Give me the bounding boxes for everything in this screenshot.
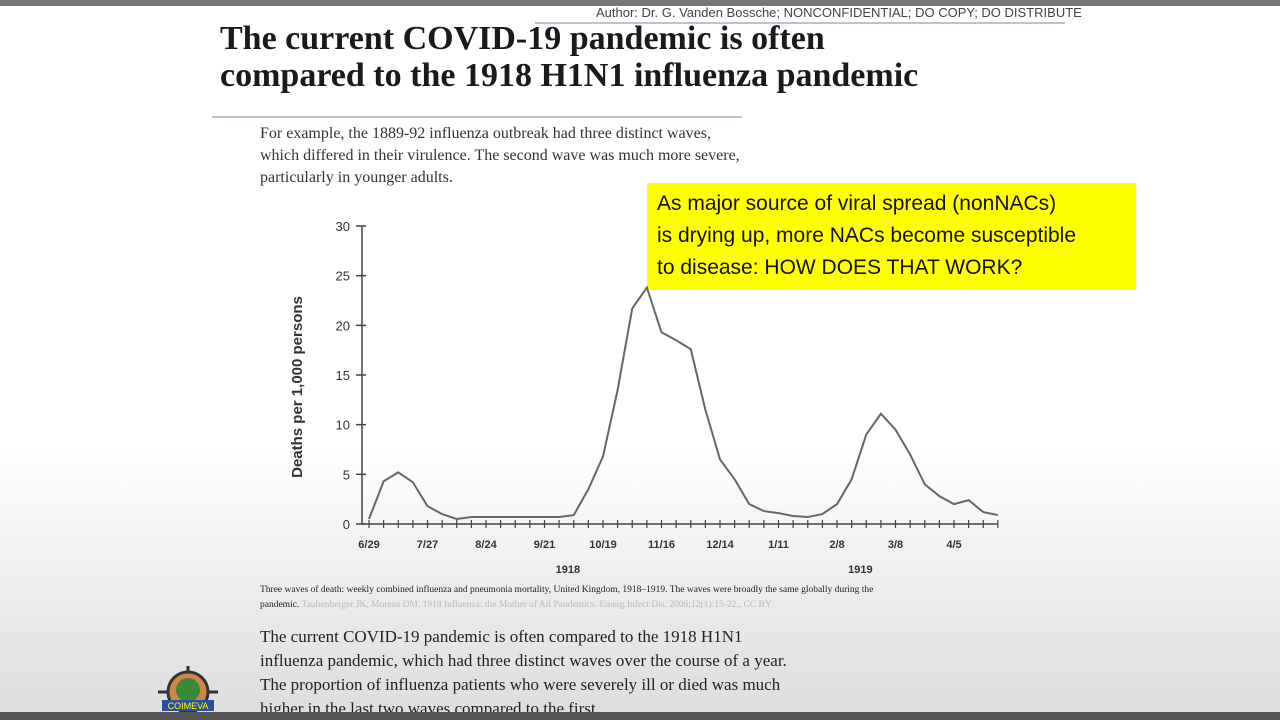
x-tick-label: 8/24 [475,539,497,551]
x-tick-label: 3/8 [888,539,903,551]
body-line: The proportion of influenza patients who… [260,675,781,694]
x-tick-label: 7/27 [417,539,438,551]
intro-line: which differed in their virulence. The s… [260,147,740,164]
caption-text: Three waves of death: weekly combined in… [260,585,874,610]
year-label: 1918 [556,564,580,576]
x-tick-label: 1/11 [768,539,789,551]
y-tick-label: 5 [343,467,350,482]
x-tick-label: 10/19 [589,539,617,551]
logo: COIMEVA [158,666,218,714]
caption: Three waves of death: weekly combined in… [260,583,900,613]
y-tick-label: 15 [336,368,350,383]
title-line: compared to the 1918 H1N1 influenza pand… [220,57,919,94]
x-tick-label: 2/8 [829,539,844,551]
top-bar [0,0,1280,6]
source: Taubenberger JK, Morens DM. 1918 Influen… [301,600,772,610]
y-axis-label: Deaths per 1,000 persons [289,296,306,478]
bottom-bar [0,712,1280,720]
logo-text: COIMEVA [168,701,209,711]
series-line [368,285,999,521]
body-line: influenza pandemic, which had three dist… [260,651,787,670]
intro-line: particularly in younger adults. [260,169,453,186]
y-tick-label: 25 [336,269,350,284]
year-label: 1919 [848,564,872,576]
title-line: The current COVID-19 pandemic is often [220,20,825,57]
author: Author: Dr. G. Vanden Bossche; NONCONFID… [596,5,1082,20]
callout-line: to disease: HOW DOES THAT WORK? [657,256,1023,279]
x-tick-label: 12/14 [706,539,734,551]
callout-line: is drying up, more NACs become susceptib… [657,224,1077,247]
x-tick-label: 11/16 [648,539,675,551]
callout-line: As major source of viral spread (nonNACs… [657,192,1057,215]
y-tick-label: 20 [336,318,350,333]
y-tick-label: 30 [336,219,350,234]
callout: As major source of viral spread (nonNACs… [647,183,1136,290]
x-tick-label: 4/5 [946,539,961,551]
rule [212,116,742,118]
x-tick-label: 9/21 [534,539,555,551]
y-tick-label: 0 [343,517,350,532]
y-tick-label: 10 [336,418,350,433]
x-tick-label: 6/29 [358,539,379,551]
intro-line: For example, the 1889-92 influenza outbr… [260,125,711,142]
rule [535,22,1065,24]
body-line: The current COVID-19 pandemic is often c… [260,627,743,646]
